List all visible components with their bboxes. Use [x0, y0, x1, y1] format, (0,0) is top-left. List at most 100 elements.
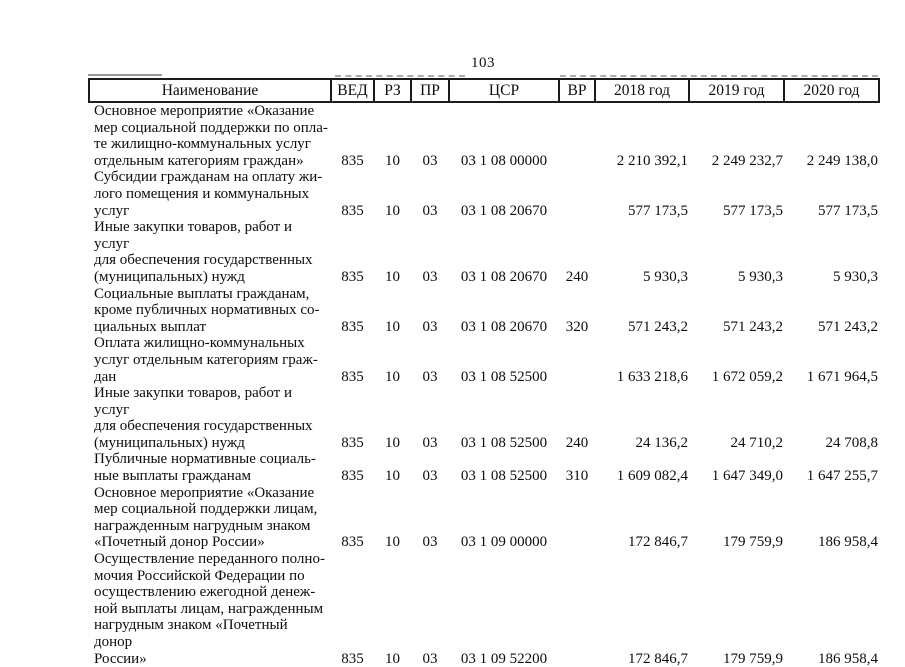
header-pr: ПР: [410, 78, 450, 103]
row-rz: 10: [385, 434, 400, 451]
row-rz: 10: [385, 152, 400, 169]
row-2018: 172 846,7: [628, 534, 688, 551]
row-ved: 835: [341, 318, 364, 335]
header-ved: ВЕД: [330, 78, 375, 103]
row-2019: 179 759,9: [723, 650, 783, 667]
row-ved: 835: [341, 368, 364, 385]
row-rz: 10: [385, 368, 400, 385]
row-2018: 2 210 392,1: [616, 152, 688, 169]
table-header-row: Наименование ВЕД РЗ ПР ЦСР ВР 2018 год 2…: [88, 78, 880, 103]
row-vr: [559, 551, 595, 667]
row-name: Основное мероприятие «Оказание мер социа…: [94, 484, 318, 551]
table-row: Основное мероприятие «Оказание мер социа…: [89, 485, 879, 551]
row-ved: 835: [341, 268, 364, 285]
row-rz: 10: [385, 268, 400, 285]
row-ved: 835: [341, 434, 364, 451]
table-row: Оплата жилищно-коммунальных услуг отдель…: [89, 335, 879, 385]
row-2019: 1 647 349,0: [711, 468, 783, 485]
row-ved: 835: [341, 650, 364, 667]
row-2018: 172 846,7: [628, 650, 688, 667]
table-row: Основное мероприятие «Оказание мер социа…: [89, 102, 879, 169]
row-2018: 5 930,3: [643, 268, 688, 285]
row-2018: 571 243,2: [628, 318, 688, 335]
header-rz: РЗ: [373, 78, 412, 103]
header-2020: 2020 год: [783, 78, 880, 103]
row-vr: [559, 102, 595, 169]
row-2019: 2 249 232,7: [711, 152, 783, 169]
row-pr: 03: [422, 202, 438, 219]
row-2020: 5 930,3: [833, 268, 878, 285]
row-2020: 571 243,2: [818, 318, 878, 335]
row-2019: 179 759,9: [723, 534, 783, 551]
row-name: Осуществление переданного полно- мочия Р…: [94, 551, 325, 667]
row-pr: 03: [422, 468, 438, 485]
header-vr: ВР: [558, 78, 596, 103]
row-2020: 186 958,4: [818, 650, 878, 667]
header-name: Наименование: [88, 78, 332, 103]
row-2018: 1 609 082,4: [616, 468, 688, 485]
row-rz: 10: [385, 534, 400, 551]
row-vr: [559, 335, 595, 385]
table-row: Субсидии гражданам на оплату жи- лого по…: [89, 169, 879, 219]
row-csr: 03 1 08 20670: [460, 202, 548, 219]
row-pr: 03: [422, 268, 438, 285]
row-2019: 571 243,2: [723, 318, 783, 335]
row-rz: 10: [385, 650, 400, 667]
row-2019: 5 930,3: [738, 268, 783, 285]
table-row: Осуществление переданного полно- мочия Р…: [89, 551, 879, 667]
header-2019: 2019 год: [688, 78, 785, 103]
table-row: Иные закупки товаров, работ и услуг для …: [89, 385, 879, 451]
row-csr: 03 1 08 20670: [460, 268, 548, 285]
budget-table: Наименование ВЕД РЗ ПР ЦСР ВР 2018 год 2…: [88, 78, 880, 667]
row-2019: 577 173,5: [723, 202, 783, 219]
row-pr: 03: [422, 650, 438, 667]
row-vr: 240: [565, 434, 589, 451]
row-pr: 03: [422, 318, 438, 335]
table-row: Публичные нормативные социаль- ные выпла…: [89, 451, 879, 484]
row-2020: 2 249 138,0: [806, 152, 878, 169]
row-rz: 10: [385, 318, 400, 335]
row-2020: 186 958,4: [818, 534, 878, 551]
row-pr: 03: [422, 368, 438, 385]
scan-artifact-line: [335, 75, 465, 77]
row-2019: 1 672 059,2: [711, 368, 783, 385]
row-rz: 10: [385, 202, 400, 219]
row-name: Основное мероприятие «Оказание мер социа…: [94, 103, 328, 169]
row-csr: 03 1 08 52500: [460, 434, 548, 451]
row-name: Субсидии гражданам на оплату жи- лого по…: [94, 169, 323, 219]
row-2020: 24 708,8: [825, 434, 879, 451]
row-name: Иные закупки товаров, работ и услуг для …: [94, 219, 313, 285]
header-2018: 2018 год: [594, 78, 690, 103]
row-name: Публичные нормативные социаль- ные выпла…: [94, 451, 316, 485]
row-csr: 03 1 08 20670: [460, 318, 548, 335]
row-vr: 240: [565, 268, 589, 285]
row-2020: 577 173,5: [818, 202, 878, 219]
row-pr: 03: [422, 434, 438, 451]
row-name: Оплата жилищно-коммунальных услуг отдель…: [94, 335, 318, 385]
table-row: Социальные выплаты гражданам, кроме публ…: [89, 286, 879, 336]
row-pr: 03: [422, 152, 438, 169]
row-2018: 24 136,2: [635, 434, 689, 451]
row-2018: 577 173,5: [628, 202, 688, 219]
scan-artifact-line: [88, 74, 162, 76]
row-vr: [559, 169, 595, 219]
row-pr: 03: [422, 534, 438, 551]
row-ved: 835: [341, 202, 364, 219]
row-2018: 1 633 218,6: [616, 368, 688, 385]
row-ved: 835: [341, 468, 364, 485]
row-2020: 1 647 255,7: [806, 468, 878, 485]
row-csr: 03 1 08 52500: [460, 468, 548, 485]
row-vr: 320: [565, 318, 589, 335]
row-name: Социальные выплаты гражданам, кроме публ…: [94, 285, 320, 335]
header-csr: ЦСР: [448, 78, 560, 103]
row-csr: 03 1 08 00000: [460, 152, 548, 169]
row-vr: 310: [565, 468, 589, 485]
row-csr: 03 1 08 52500: [460, 368, 548, 385]
page-number: 103: [471, 55, 495, 71]
row-2019: 24 710,2: [730, 434, 784, 451]
row-ved: 835: [341, 534, 364, 551]
row-rz: 10: [385, 468, 400, 485]
row-2020: 1 671 964,5: [806, 368, 878, 385]
row-name: Иные закупки товаров, работ и услуг для …: [94, 385, 313, 451]
table-row: Иные закупки товаров, работ и услуг для …: [89, 219, 879, 285]
